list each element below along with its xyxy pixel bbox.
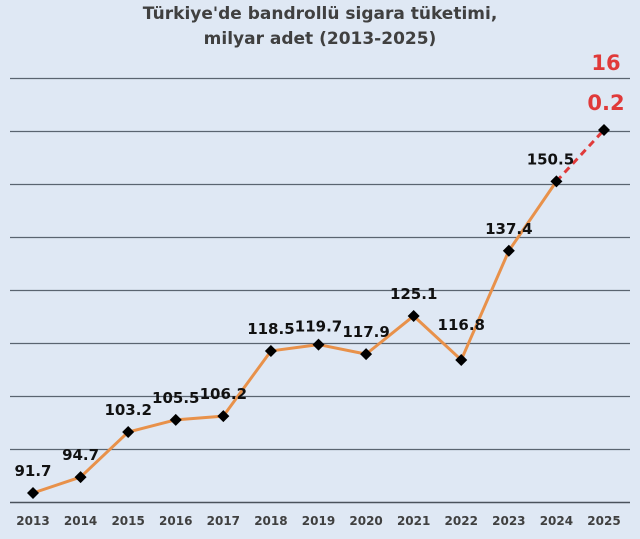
x-tick-label: 2022: [445, 514, 478, 528]
data-label: 105.5: [152, 389, 199, 407]
x-tick-label: 2020: [349, 514, 382, 528]
data-point-marker: [455, 353, 468, 366]
x-tick-label: 2018: [254, 514, 287, 528]
x-tick-label: 2016: [159, 514, 192, 528]
data-point-marker: [407, 309, 420, 322]
data-label: 137.4: [485, 220, 532, 238]
data-label: 117.9: [342, 323, 389, 341]
data-label: 119.7: [295, 318, 342, 336]
data-label: 106.2: [200, 385, 247, 403]
data-point-marker: [360, 348, 373, 361]
chart-title: Türkiye'de bandrollü sigara tüketimi, mi…: [0, 2, 640, 52]
data-point-marker: [122, 426, 135, 439]
data-point-marker: [264, 344, 277, 357]
x-tick-label: 2017: [207, 514, 240, 528]
data-line: [32, 180, 558, 495]
x-tick-label: 2023: [492, 514, 525, 528]
chart-title-line-2: milyar adet (2013-2025): [203, 29, 437, 49]
data-label: 150.5: [527, 150, 574, 168]
highlight-label-line-2: 0.2: [587, 91, 624, 115]
x-tick-label: 2013: [16, 514, 49, 528]
x-tick-label: 2015: [111, 514, 144, 528]
x-tick-label: 2025: [587, 514, 620, 528]
data-point-marker: [27, 486, 39, 499]
data-point-marker: [169, 413, 182, 426]
x-tick-label: 2024: [540, 514, 573, 528]
x-tick-label: 2021: [397, 514, 430, 528]
data-point-marker: [598, 123, 610, 136]
data-point-marker: [312, 338, 325, 351]
data-label: 103.2: [104, 401, 151, 419]
chart-title-line-1: Türkiye'de bandrollü sigara tüketimi,: [142, 4, 498, 24]
data-point-marker: [74, 471, 87, 484]
highlight-label-line-1: 16: [591, 51, 620, 75]
data-label: 118.5: [247, 320, 294, 338]
x-tick-label: 2019: [302, 514, 335, 528]
data-point-marker: [550, 175, 563, 188]
data-point-marker: [217, 410, 230, 423]
data-label: 116.8: [438, 316, 485, 334]
data-label: 125.1: [390, 285, 437, 303]
data-point-marker: [502, 244, 515, 257]
x-tick-label: 2014: [64, 514, 97, 528]
data-label: 91.7: [14, 462, 51, 480]
data-label: 94.7: [62, 446, 99, 464]
